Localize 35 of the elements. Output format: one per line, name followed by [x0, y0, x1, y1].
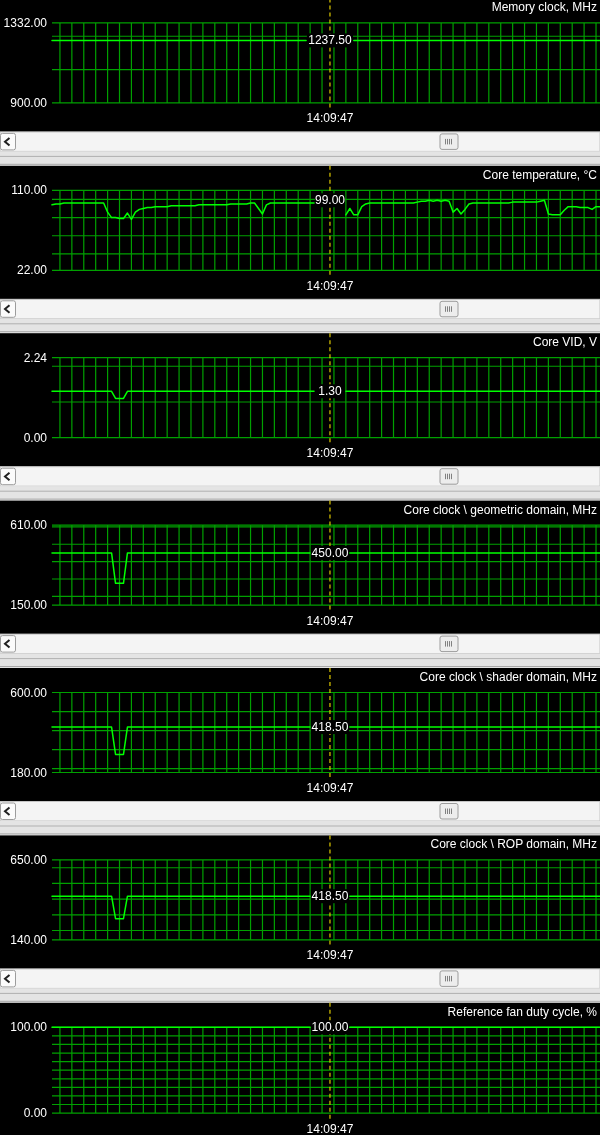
chart-title: Core temperature, °C — [482, 167, 598, 182]
chart-title: Core clock \ shader domain, MHz — [419, 670, 597, 684]
y-tick-label: 100.00 — [10, 1020, 48, 1035]
annotation: 450.00 — [311, 545, 349, 560]
annotation: 100.00 — [311, 1020, 349, 1035]
y-tick-label: 1332.00 — [3, 15, 48, 30]
x-tick-label: 14:09:47 — [306, 446, 354, 461]
annotation: 1.30 — [318, 384, 342, 399]
chart-title: Reference fan duty cycle, % — [447, 1004, 598, 1019]
chart-title: Core clock \ ROP domain, MHz — [430, 837, 597, 852]
x-tick-label: 14:09:47 — [306, 613, 354, 628]
x-tick-label: 14:09:47 — [306, 278, 354, 293]
x-tick-label: 14:09:47 — [306, 781, 354, 795]
chart-title: Core clock \ geometric domain, MHz — [403, 502, 597, 517]
y-tick-label: 140.00 — [10, 932, 48, 947]
y-tick-label: 2.24 — [23, 350, 48, 365]
annotation: 418.50 — [311, 889, 349, 904]
y-tick-label: 180.00 — [10, 765, 48, 780]
y-tick-label: 600.00 — [10, 685, 48, 700]
chart-title: Memory clock, MHz — [491, 0, 597, 15]
y-tick-label: 0.00 — [23, 430, 48, 445]
y-tick-label: 22.00 — [16, 263, 48, 278]
annotation: 1237.50 — [308, 33, 352, 48]
y-tick-label: 110.00 — [11, 183, 48, 198]
y-tick-label: 900.00 — [10, 95, 48, 110]
y-tick-label: 650.00 — [10, 852, 48, 867]
chart-title: Core VID, V — [532, 335, 597, 350]
y-tick-label: 610.00 — [10, 518, 48, 533]
x-tick-label: 14:09:47 — [306, 1121, 354, 1135]
annotation: 418.50 — [311, 720, 349, 735]
x-tick-label: 14:09:47 — [306, 111, 354, 126]
annotation: 99.00 — [314, 193, 346, 208]
y-tick-label: 150.00 — [10, 598, 48, 613]
y-tick-label: 0.00 — [23, 1106, 48, 1121]
x-tick-label: 14:09:47 — [306, 948, 354, 963]
